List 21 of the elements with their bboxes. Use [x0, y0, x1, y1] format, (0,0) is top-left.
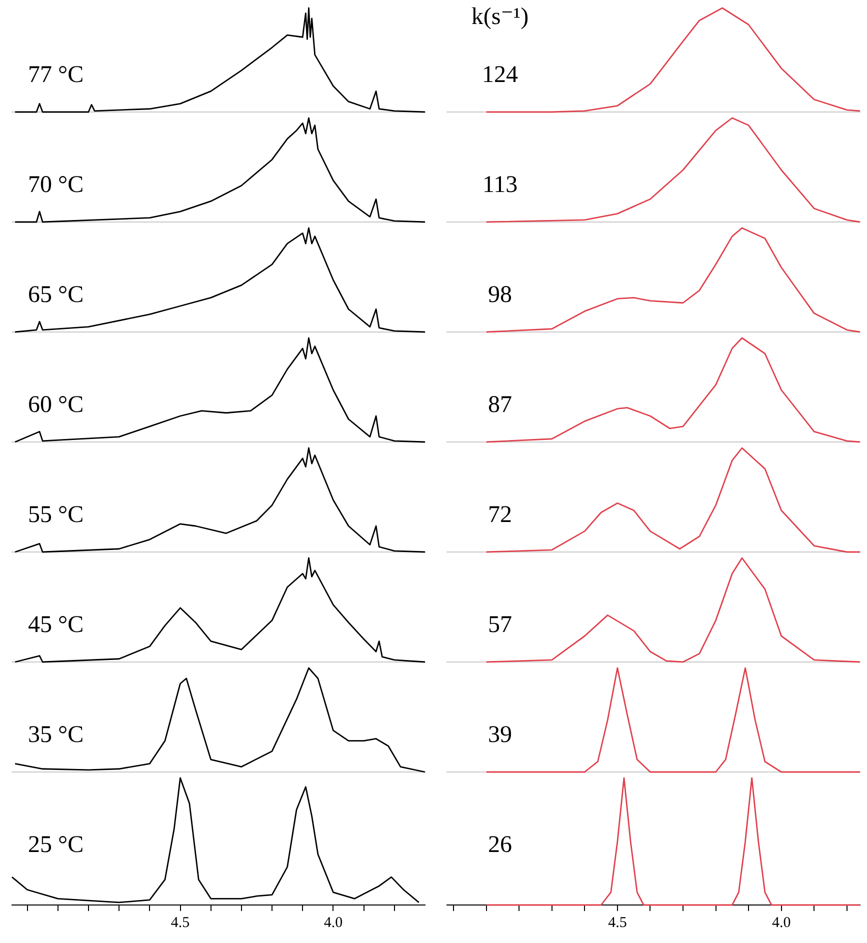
annotation: 98 [488, 282, 512, 308]
x-tick-label: 4.5 [608, 914, 627, 931]
annotation: 70 °C [28, 172, 84, 198]
annotation: 57 [488, 612, 512, 638]
x-tick-label: 4.0 [324, 914, 343, 931]
annotation: 26 [488, 832, 512, 858]
annotation: 25 °C [28, 832, 84, 858]
annotation: 77 °C [28, 62, 84, 88]
annotation: 35 °C [28, 722, 84, 748]
annotation: 65 °C [28, 282, 84, 308]
annotation: 113 [482, 172, 518, 198]
annotation: 124 [482, 62, 518, 88]
annotation: 87 [488, 392, 512, 418]
x-tick-label: 4.5 [170, 914, 190, 931]
annotation: 45 °C [28, 612, 84, 638]
annotation: k(s⁻¹) [471, 4, 529, 30]
annotation: 55 °C [28, 502, 84, 528]
annotation: 72 [488, 502, 512, 528]
x-tick-label: 4.0 [772, 914, 791, 931]
annotation: 39 [488, 722, 512, 748]
annotation: 60 °C [28, 392, 84, 418]
